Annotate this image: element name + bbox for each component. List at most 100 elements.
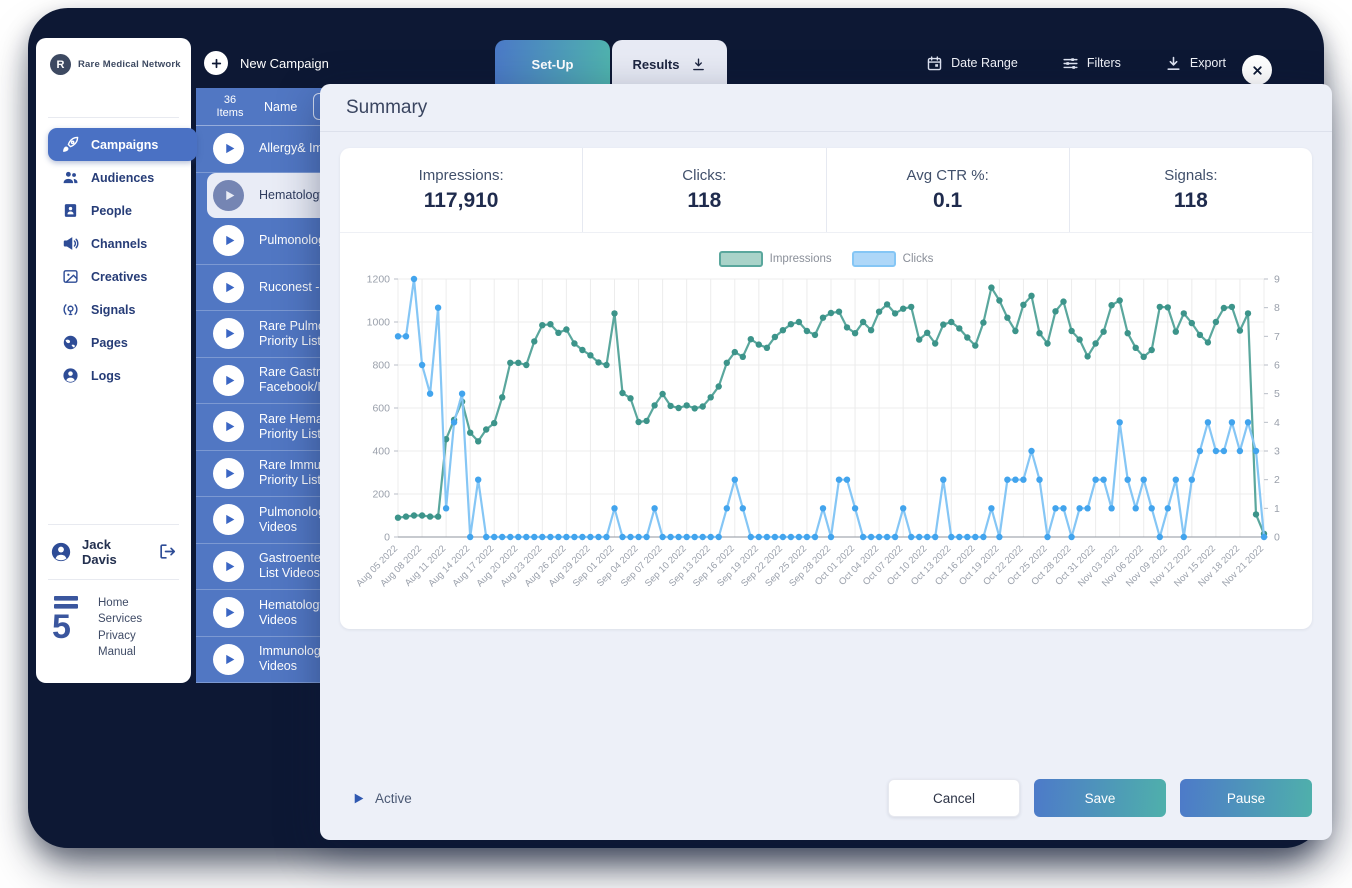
results-card: Impressions: 117,910 Clicks: 118 Avg CTR %: 0… — [340, 148, 1312, 629]
campaign-name: Pulmonolog Videos — [259, 504, 326, 534]
sidebar-item-people[interactable]: People — [36, 194, 191, 227]
svg-text:7: 7 — [1274, 331, 1280, 343]
play-button[interactable] — [213, 364, 244, 396]
stat-label: Clicks: — [682, 167, 727, 184]
sidebar-item-label: Channels — [91, 236, 148, 251]
plus-icon — [204, 51, 228, 75]
items-count: 36 Items — [212, 94, 248, 119]
play-button[interactable] — [213, 457, 244, 489]
footer-link-home[interactable]: Home — [98, 596, 129, 609]
user-menu[interactable]: Jack Davis — [36, 525, 191, 579]
stat-clicks: Clicks: 118 — [583, 148, 827, 232]
sidebar-item-logs[interactable]: Logs — [36, 359, 191, 392]
divider — [48, 117, 179, 118]
play-button[interactable] — [213, 179, 244, 211]
svg-text:1200: 1200 — [367, 274, 391, 286]
play-icon — [226, 468, 235, 478]
stat-value: 117,910 — [423, 189, 499, 212]
stat-avgctr: Avg CTR %: 0.1 — [827, 148, 1070, 232]
pause-button[interactable]: Pause — [1180, 779, 1312, 817]
new-campaign-label: New Campaign — [240, 55, 329, 71]
sidebar-item-label: Campaigns — [91, 137, 159, 152]
sidebar-nav: Campaigns Audiences People Channels Creative… — [36, 128, 197, 392]
modal-header: Summary — [320, 84, 1332, 132]
export-button[interactable]: Export — [1165, 55, 1226, 72]
chart-area: Impressions Clicks Aug 05 2022 Aug 08 2022… — [340, 233, 1312, 629]
tab-set-up[interactable]: Set-Up — [495, 40, 610, 88]
sidebar-item-campaigns[interactable]: Campaigns — [48, 128, 197, 161]
svg-text:0: 0 — [1274, 532, 1280, 544]
sidebar-item-pages[interactable]: Pages — [36, 326, 191, 359]
logout-icon[interactable] — [158, 542, 177, 561]
sidebar-item-channels[interactable]: Channels — [36, 227, 191, 260]
sidebar: R Rare Medical Network Campaigns Audience… — [36, 38, 197, 683]
legend-swatch — [851, 251, 896, 267]
svg-text:3: 3 — [1274, 446, 1280, 458]
save-button[interactable]: Save — [1034, 779, 1166, 817]
modal-footer: Active Cancel Save Pause — [320, 766, 1332, 840]
campaign-name: Rare Hemat Priority List — [259, 411, 327, 441]
filters-button[interactable]: Filters — [1062, 55, 1121, 72]
divider — [48, 578, 179, 580]
status-badge: Active — [352, 791, 412, 806]
close-button[interactable] — [1242, 55, 1272, 85]
play-icon — [352, 792, 365, 805]
sidebar-footer: 5 Home Services Privacy Manual — [36, 580, 191, 683]
play-icon — [226, 190, 235, 200]
campaign-name: Hematology — [259, 187, 326, 202]
date-range-button[interactable]: Date Range — [926, 55, 1018, 72]
cancel-button[interactable]: Cancel — [888, 779, 1020, 817]
badge-icon — [62, 202, 79, 219]
chart-legend: Impressions Clicks — [352, 251, 1300, 267]
footer-link-privacy[interactable]: Privacy — [98, 629, 136, 642]
play-icon — [226, 329, 235, 339]
stats-row: Impressions: 117,910 Clicks: 118 Avg CTR %: 0… — [340, 148, 1312, 233]
play-button[interactable] — [213, 318, 244, 350]
play-button[interactable] — [213, 643, 244, 675]
svg-text:2: 2 — [1274, 474, 1280, 486]
legend-swatch — [718, 251, 763, 267]
tab-results-label: Results — [632, 56, 680, 72]
campaign-row[interactable]: Rare Hemat Priority List — [196, 404, 796, 451]
stat-value: 118 — [687, 189, 722, 212]
play-button[interactable] — [213, 411, 244, 443]
rocket-icon — [62, 136, 79, 153]
svg-text:600: 600 — [372, 403, 390, 415]
play-button[interactable] — [213, 504, 244, 536]
footer-link-manual[interactable]: Manual — [98, 646, 136, 659]
sidebar-item-audiences[interactable]: Audiences — [36, 161, 191, 194]
play-button[interactable] — [213, 225, 244, 257]
sidebar-item-label: Signals — [91, 302, 136, 317]
stat-label: Signals: — [1164, 167, 1218, 184]
image-icon — [62, 268, 79, 285]
play-icon — [226, 515, 235, 525]
play-icon — [226, 422, 235, 432]
play-button[interactable] — [213, 271, 244, 303]
campaign-name: Rare Gastro Facebook/In — [259, 365, 328, 395]
stat-impressions: Impressions: 117,910 — [340, 148, 584, 232]
play-icon — [226, 144, 235, 154]
sidebar-item-creatives[interactable]: Creatives — [36, 260, 191, 293]
campaign-name: Rare Immun Priority List — [259, 458, 328, 488]
calendar-icon — [926, 55, 943, 72]
sidebar-item-signals[interactable]: Signals — [36, 293, 191, 326]
play-button[interactable] — [213, 550, 244, 582]
five-logo-icon: 5 — [52, 595, 86, 640]
brand-name: Rare Medical Network — [78, 59, 181, 70]
sidebar-item-label: People — [91, 203, 132, 218]
play-button[interactable] — [213, 133, 244, 165]
svg-text:8: 8 — [1274, 302, 1280, 314]
play-button[interactable] — [213, 597, 244, 629]
stat-value: 118 — [1173, 189, 1208, 212]
globe-icon — [62, 334, 79, 351]
new-campaign-button[interactable]: New Campaign — [204, 48, 329, 78]
action-label: Export — [1189, 56, 1226, 70]
brand-logo-icon: R — [50, 54, 71, 75]
topbar-actions: Date Range Filters Export — [926, 48, 1226, 78]
footer-link-services[interactable]: Services — [98, 613, 143, 626]
tab-results[interactable]: Results — [612, 40, 727, 88]
users-icon — [62, 169, 79, 186]
svg-text:5: 5 — [1274, 388, 1280, 400]
summary-modal: Summary Impressions: 117,910 Clicks: 118 Avg… — [320, 84, 1332, 840]
